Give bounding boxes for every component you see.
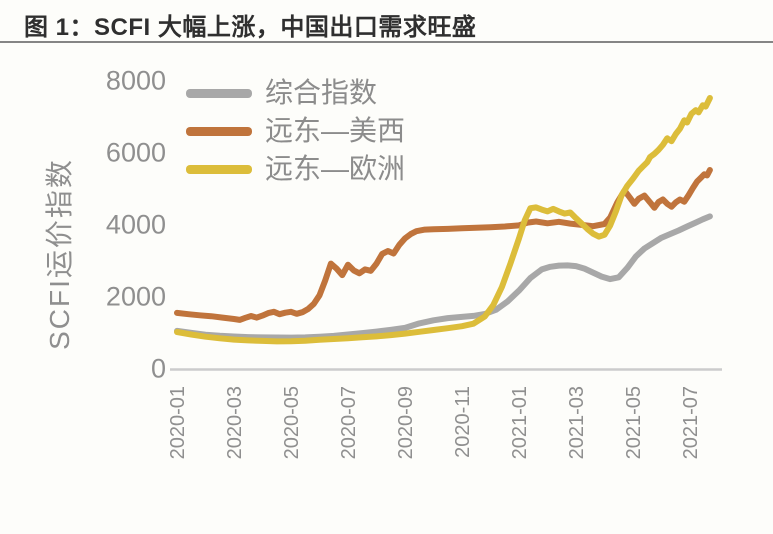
y-tick-label: 6000 <box>106 138 166 168</box>
x-tick-label: 2020-11 <box>452 386 474 458</box>
legend-label: 远东—美西 <box>265 115 406 146</box>
x-tick-label: 2020-03 <box>224 386 246 459</box>
x-tick-label: 2020-07 <box>338 386 360 459</box>
legend-swatch <box>186 88 252 98</box>
x-tick-label: 2021-07 <box>680 386 702 459</box>
x-tick-label: 2021-01 <box>509 386 531 459</box>
x-tick-label: 2021-05 <box>623 386 645 459</box>
x-tick-label: 2020-05 <box>281 386 303 459</box>
x-tick-label: 2021-03 <box>566 386 588 459</box>
title-rule <box>0 41 773 43</box>
legend-label: 综合指数 <box>265 77 378 108</box>
series-line-2 <box>174 95 713 345</box>
legend-swatch <box>186 164 252 174</box>
y-tick-label: 4000 <box>106 210 166 240</box>
legend: 综合指数远东—美西远东—欧洲 <box>186 74 405 188</box>
legend-item: 综合指数 <box>186 74 405 112</box>
x-tick-label: 2020-01 <box>167 386 189 459</box>
x-tick-label: 2020-09 <box>395 386 417 459</box>
series-line-0 <box>174 213 713 341</box>
legend-item: 远东—欧洲 <box>186 150 405 188</box>
legend-swatch <box>186 126 252 136</box>
figure-title: 图 1：SCFI 大幅上涨，中国出口需求旺盛 <box>24 14 477 41</box>
y-tick-label: 2000 <box>106 282 166 312</box>
series-line-1 <box>174 167 713 323</box>
y-tick-label: 0 <box>151 354 166 384</box>
legend-item: 远东—美西 <box>186 112 405 150</box>
legend-label: 远东—欧洲 <box>265 153 406 184</box>
chart-svg: 0 2000 4000 6000 8000 2020-01 2020-03 2020-05 20… <box>106 66 722 459</box>
y-tick-label: 8000 <box>106 66 166 96</box>
